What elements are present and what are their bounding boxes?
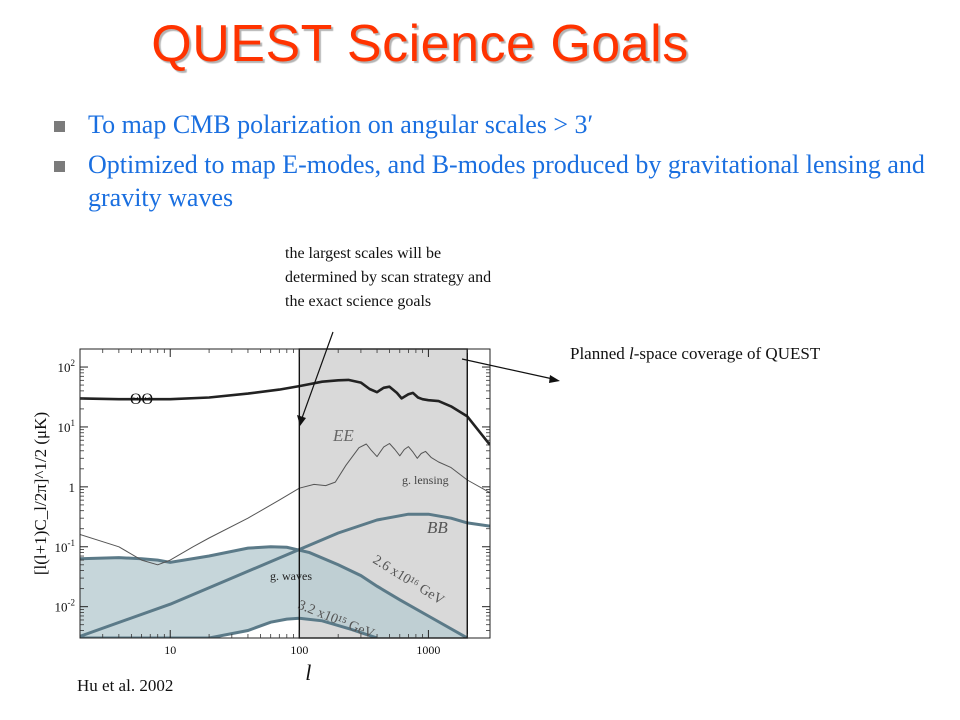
coverage-shading [299,349,468,638]
coverage-arrow-head [549,375,560,383]
y-tick-label-base: 10 [58,360,71,375]
scale-note: the largest scales will be determined by… [285,245,492,310]
coverage-label: Planned l-space coverage of QUEST [570,343,830,365]
y-tick-label: 10-1 [55,538,76,555]
annotation-lensing: g. lensing [402,473,449,487]
coverage-label-l: l [629,344,634,363]
bullet-list: To map CMB polarization on angular scale… [48,108,948,221]
bullet-item: To map CMB polarization on angular scale… [48,108,948,141]
annotation-energy-high: 2.6 x10¹⁶ GeV [370,553,447,609]
band-g-waves [80,546,468,638]
y-tick-label-base: 10 [58,420,71,435]
y-tick-label: 101 [58,418,76,435]
coverage-arrow-line [461,358,554,380]
annotation-bb: BB [427,518,448,537]
plot-frame [79,348,491,639]
y-tick-label-exponent: -2 [68,598,76,608]
note-arrow-line [301,331,334,419]
y-axis-label: [l(l+1)C_l/2π]^1/2 (μK) [31,412,50,575]
note-arrow-head [297,415,306,426]
y-tick-label-exponent: 1 [71,418,76,428]
annotation-energy-low: 3.2 x10¹⁵ GeV [296,598,377,642]
bullet-text: To map CMB polarization on angular scale… [88,110,594,139]
slide-title: QUEST Science Goals [151,15,689,73]
square-bullet-icon [54,161,65,172]
y-tick-label-exponent: 2 [71,358,76,368]
annotation-tt: ΘΘ [130,391,153,408]
x-axis-label: l [305,660,311,685]
annotation-gwaves: g. waves [270,569,312,583]
y-tick-label-base: 10 [55,600,68,615]
x-tick-label: 1000 [416,643,440,657]
annotation-ee: EE [332,426,354,445]
square-bullet-icon [54,121,65,132]
coverage-label-suffix: -space coverage of QUEST [633,344,821,363]
series-line-theta-theta [80,378,490,446]
coverage-label-prefix: Planned [570,344,630,363]
band-upper-edge [80,545,469,638]
series-line-g-lensing [80,512,490,638]
y-tick-label-base: 10 [55,540,68,555]
y-tick-label: 102 [58,358,76,375]
x-tick-label: 10 [164,643,176,657]
citation: Hu et al. 2002 [77,676,174,695]
y-tick-label: 1 [69,480,76,495]
bullet-item: Optimized to map E-modes, and B-modes pr… [48,148,948,214]
bullet-text: Optimized to map E-modes, and B-modes pr… [88,150,925,212]
series-line-ee [80,443,490,566]
band-lower-edge [80,616,378,638]
y-tick-label-exponent: -1 [68,538,76,548]
y-tick-label: 10-2 [55,598,76,615]
plot-area [80,349,490,638]
x-tick-label: 100 [290,643,308,657]
coverage-box [298,348,468,639]
